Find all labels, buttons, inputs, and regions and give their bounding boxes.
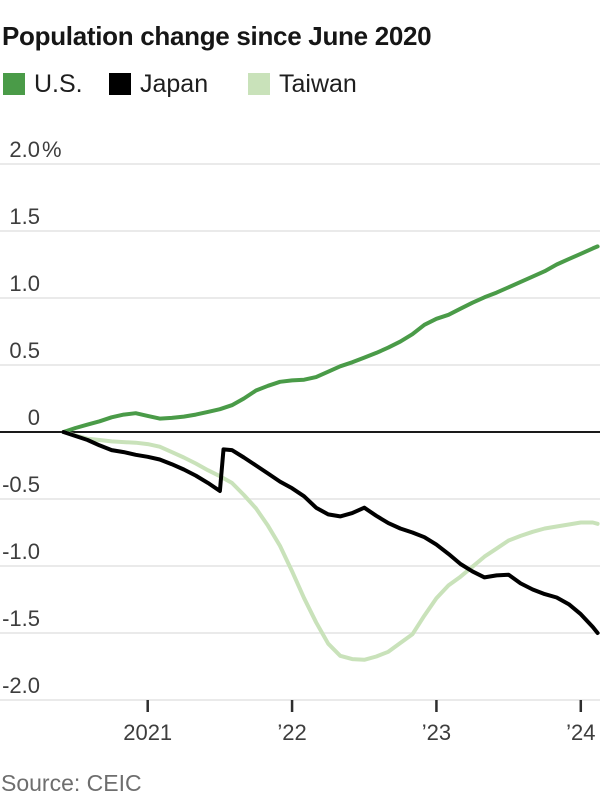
us-legend-swatch-icon [3, 73, 25, 95]
y-axis-label: 0 [28, 405, 40, 430]
series-line-japan [61, 430, 600, 635]
series-line-taiwan [61, 430, 600, 662]
taiwan-legend-swatch-icon [248, 73, 270, 95]
series-line-us [61, 244, 600, 434]
legend-label-japan: Japan [140, 69, 209, 98]
legend-label-taiwan: Taiwan [279, 69, 357, 98]
y-axis-unit-label: % [42, 137, 62, 162]
legend-item-japan: Japan [109, 69, 209, 98]
japan-legend-swatch-icon [109, 73, 131, 95]
y-axis-label: -2.0 [2, 673, 40, 698]
y-axis-label: 0.5 [9, 338, 40, 363]
x-axis-label: ’22 [277, 720, 306, 745]
legend-item-taiwan: Taiwan [248, 69, 357, 98]
x-axis-label: ’24 [566, 720, 595, 745]
y-axis-label: 2.0 [9, 137, 40, 162]
x-axis-label: ’23 [422, 720, 451, 745]
legend-item-us: U.S. [3, 69, 83, 98]
x-axis-label: 2021 [123, 720, 172, 745]
legend-label-us: U.S. [34, 69, 83, 98]
chart-title: Population change since June 2020 [2, 21, 432, 52]
y-axis-label: -1.0 [2, 539, 40, 564]
y-axis-label: 1.0 [9, 271, 40, 296]
legend: U.S. Japan Taiwan [0, 69, 600, 98]
y-axis-label: -0.5 [2, 472, 40, 497]
y-axis-label: -1.5 [2, 606, 40, 631]
y-axis-label: 1.5 [9, 204, 40, 229]
source-note: Source: CEIC [1, 770, 142, 796]
